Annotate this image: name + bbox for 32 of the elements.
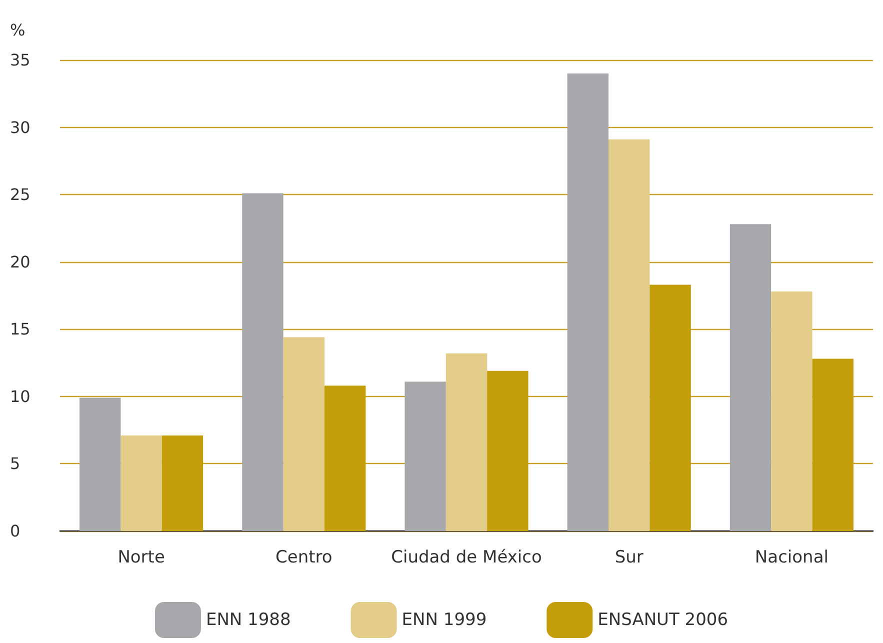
bar [404, 382, 446, 531]
bar [446, 353, 488, 531]
y-tick-label: 0 [10, 522, 20, 540]
x-tick-label: Sur [614, 548, 644, 568]
y-tick-label: 15 [10, 320, 30, 339]
y-tick-label: 25 [10, 185, 30, 204]
legend-label: ENSANUT 2006 [598, 610, 728, 630]
y-tick-label: 30 [10, 118, 30, 137]
y-axis-title: % [10, 20, 26, 40]
bar [730, 224, 772, 531]
y-tick-label: 5 [10, 454, 20, 474]
bar [487, 370, 528, 531]
y-tick-label: 35 [10, 50, 30, 70]
legend-label: ENN 1999 [402, 610, 487, 630]
bar [162, 435, 204, 531]
bar [812, 358, 854, 531]
y-tick-label: 10 [10, 386, 30, 406]
bar [771, 291, 812, 531]
bar [242, 193, 284, 531]
bar [120, 435, 162, 531]
bar [608, 139, 650, 531]
x-tick-label: Nacional [754, 548, 828, 568]
bar [567, 73, 609, 531]
x-tick-label: Ciudad de México [391, 548, 542, 568]
bar [324, 386, 366, 531]
bar [650, 284, 691, 531]
x-tick-label: Norte [118, 548, 165, 568]
x-tick-label: Centro [276, 548, 332, 568]
legend-label: ENN 1988 [206, 610, 291, 630]
bar [80, 398, 121, 531]
bar [283, 337, 324, 531]
y-tick-label: 20 [10, 252, 30, 272]
